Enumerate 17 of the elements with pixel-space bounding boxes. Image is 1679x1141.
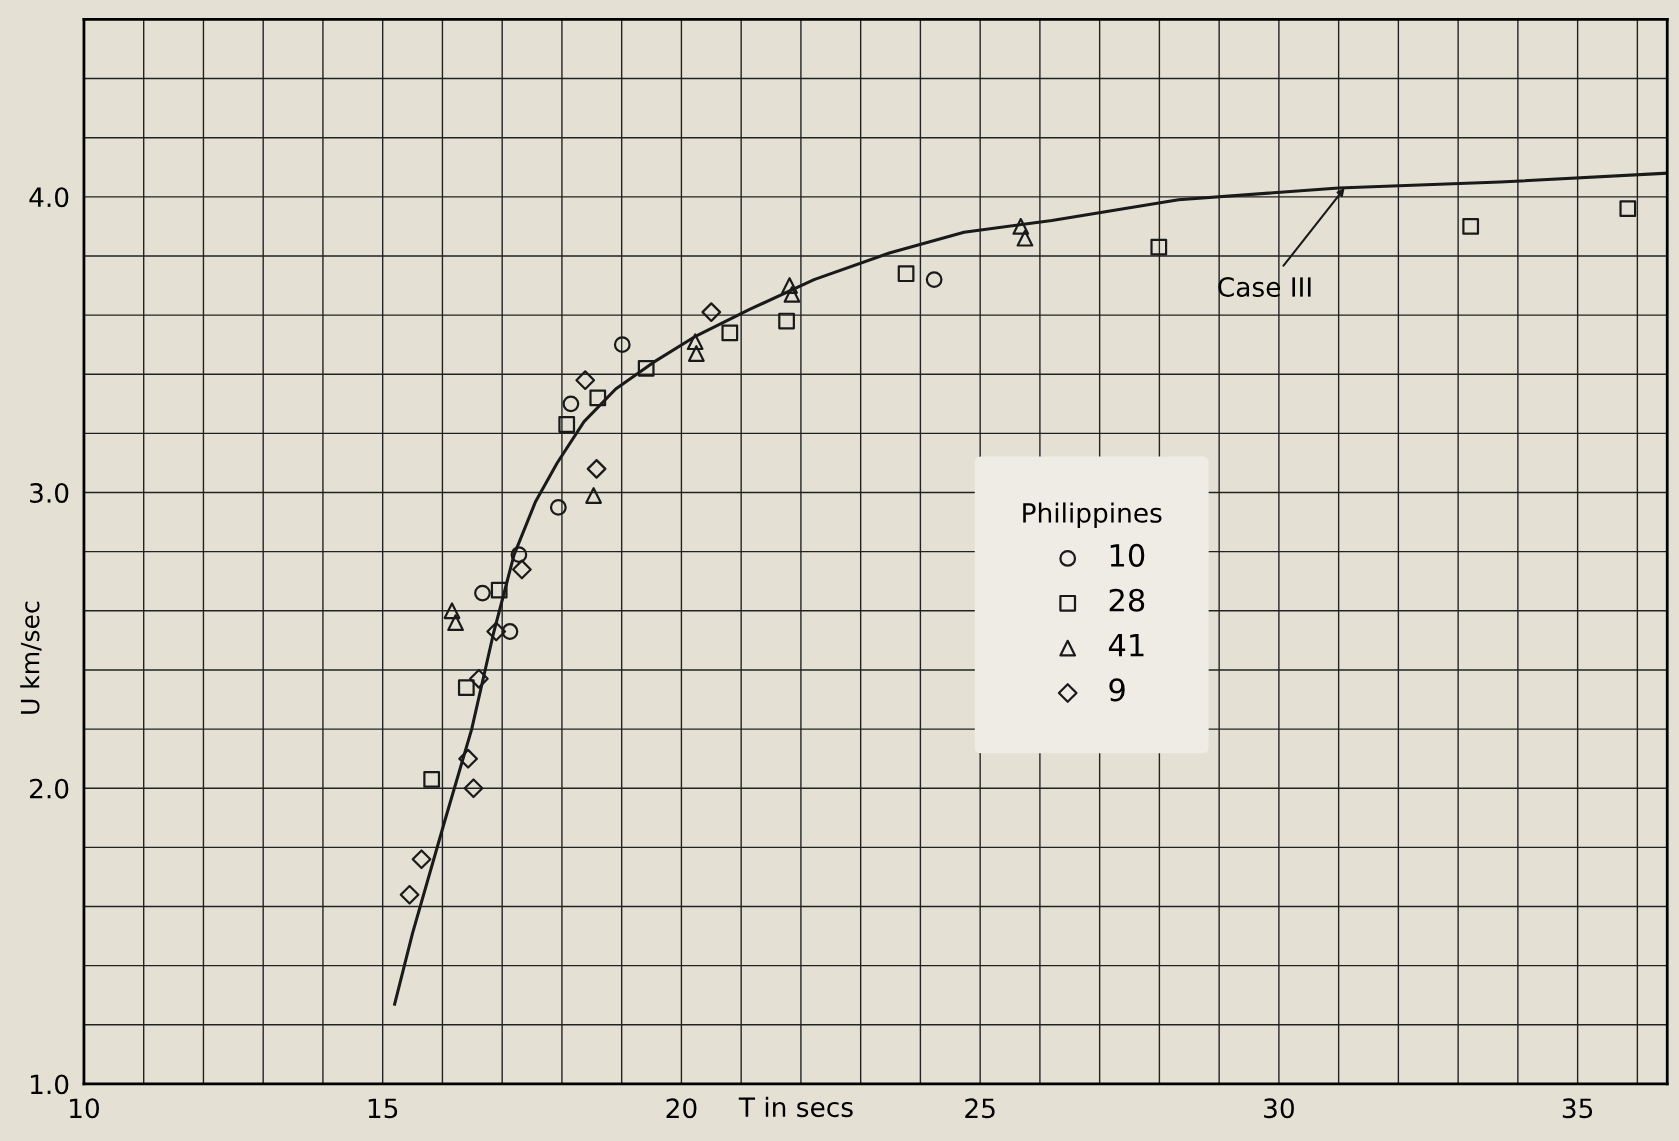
x-tick-label: 20 [666, 1098, 697, 1119]
x-axis-title: T in secs [738, 1096, 853, 1118]
x-tick-label: 10 [70, 1098, 99, 1119]
legend-label: 10 [1110, 543, 1145, 567]
y-axis-title: U km/sec [20, 601, 42, 714]
y-tick-label: 1.0 [30, 1074, 69, 1095]
x-tick-label: 15 [368, 1098, 398, 1119]
x-tick-label: 25 [965, 1098, 995, 1119]
y-tick-label: 4.0 [29, 187, 69, 208]
y-tick-label: 2.0 [30, 778, 69, 799]
legend-label: 41 [1108, 633, 1144, 657]
legend-label: 9 [1109, 678, 1125, 702]
y-tick-label: 3.0 [30, 482, 69, 503]
legend-title: Philippines [1023, 502, 1162, 528]
x-tick-label: 35 [1562, 1098, 1593, 1119]
x-tick-label: 30 [1264, 1098, 1294, 1119]
legend-label: 28 [1109, 588, 1145, 612]
